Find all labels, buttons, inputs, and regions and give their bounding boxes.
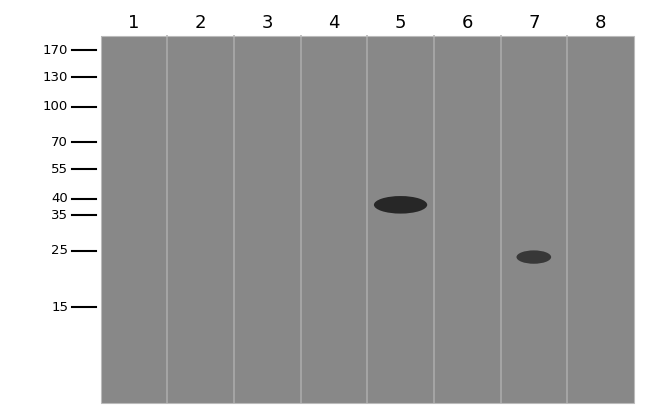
Text: 7: 7 (528, 14, 540, 32)
Text: 8: 8 (595, 14, 606, 32)
Bar (101, 36, 634, 403)
Bar (101, 36, 634, 403)
Text: 35: 35 (51, 209, 68, 222)
Text: 15: 15 (51, 301, 68, 314)
Text: 70: 70 (51, 135, 68, 149)
Text: 55: 55 (51, 163, 68, 176)
Text: 170: 170 (43, 43, 68, 57)
Text: 2: 2 (195, 14, 207, 32)
Text: 25: 25 (51, 244, 68, 257)
Text: 5: 5 (395, 14, 406, 32)
Ellipse shape (517, 250, 551, 264)
Text: 1: 1 (129, 14, 140, 32)
Ellipse shape (374, 196, 427, 214)
Text: 4: 4 (328, 14, 340, 32)
Text: 6: 6 (462, 14, 473, 32)
Text: 130: 130 (43, 71, 68, 84)
Text: 3: 3 (261, 14, 273, 32)
Text: 40: 40 (51, 192, 68, 205)
Text: 100: 100 (43, 100, 68, 113)
